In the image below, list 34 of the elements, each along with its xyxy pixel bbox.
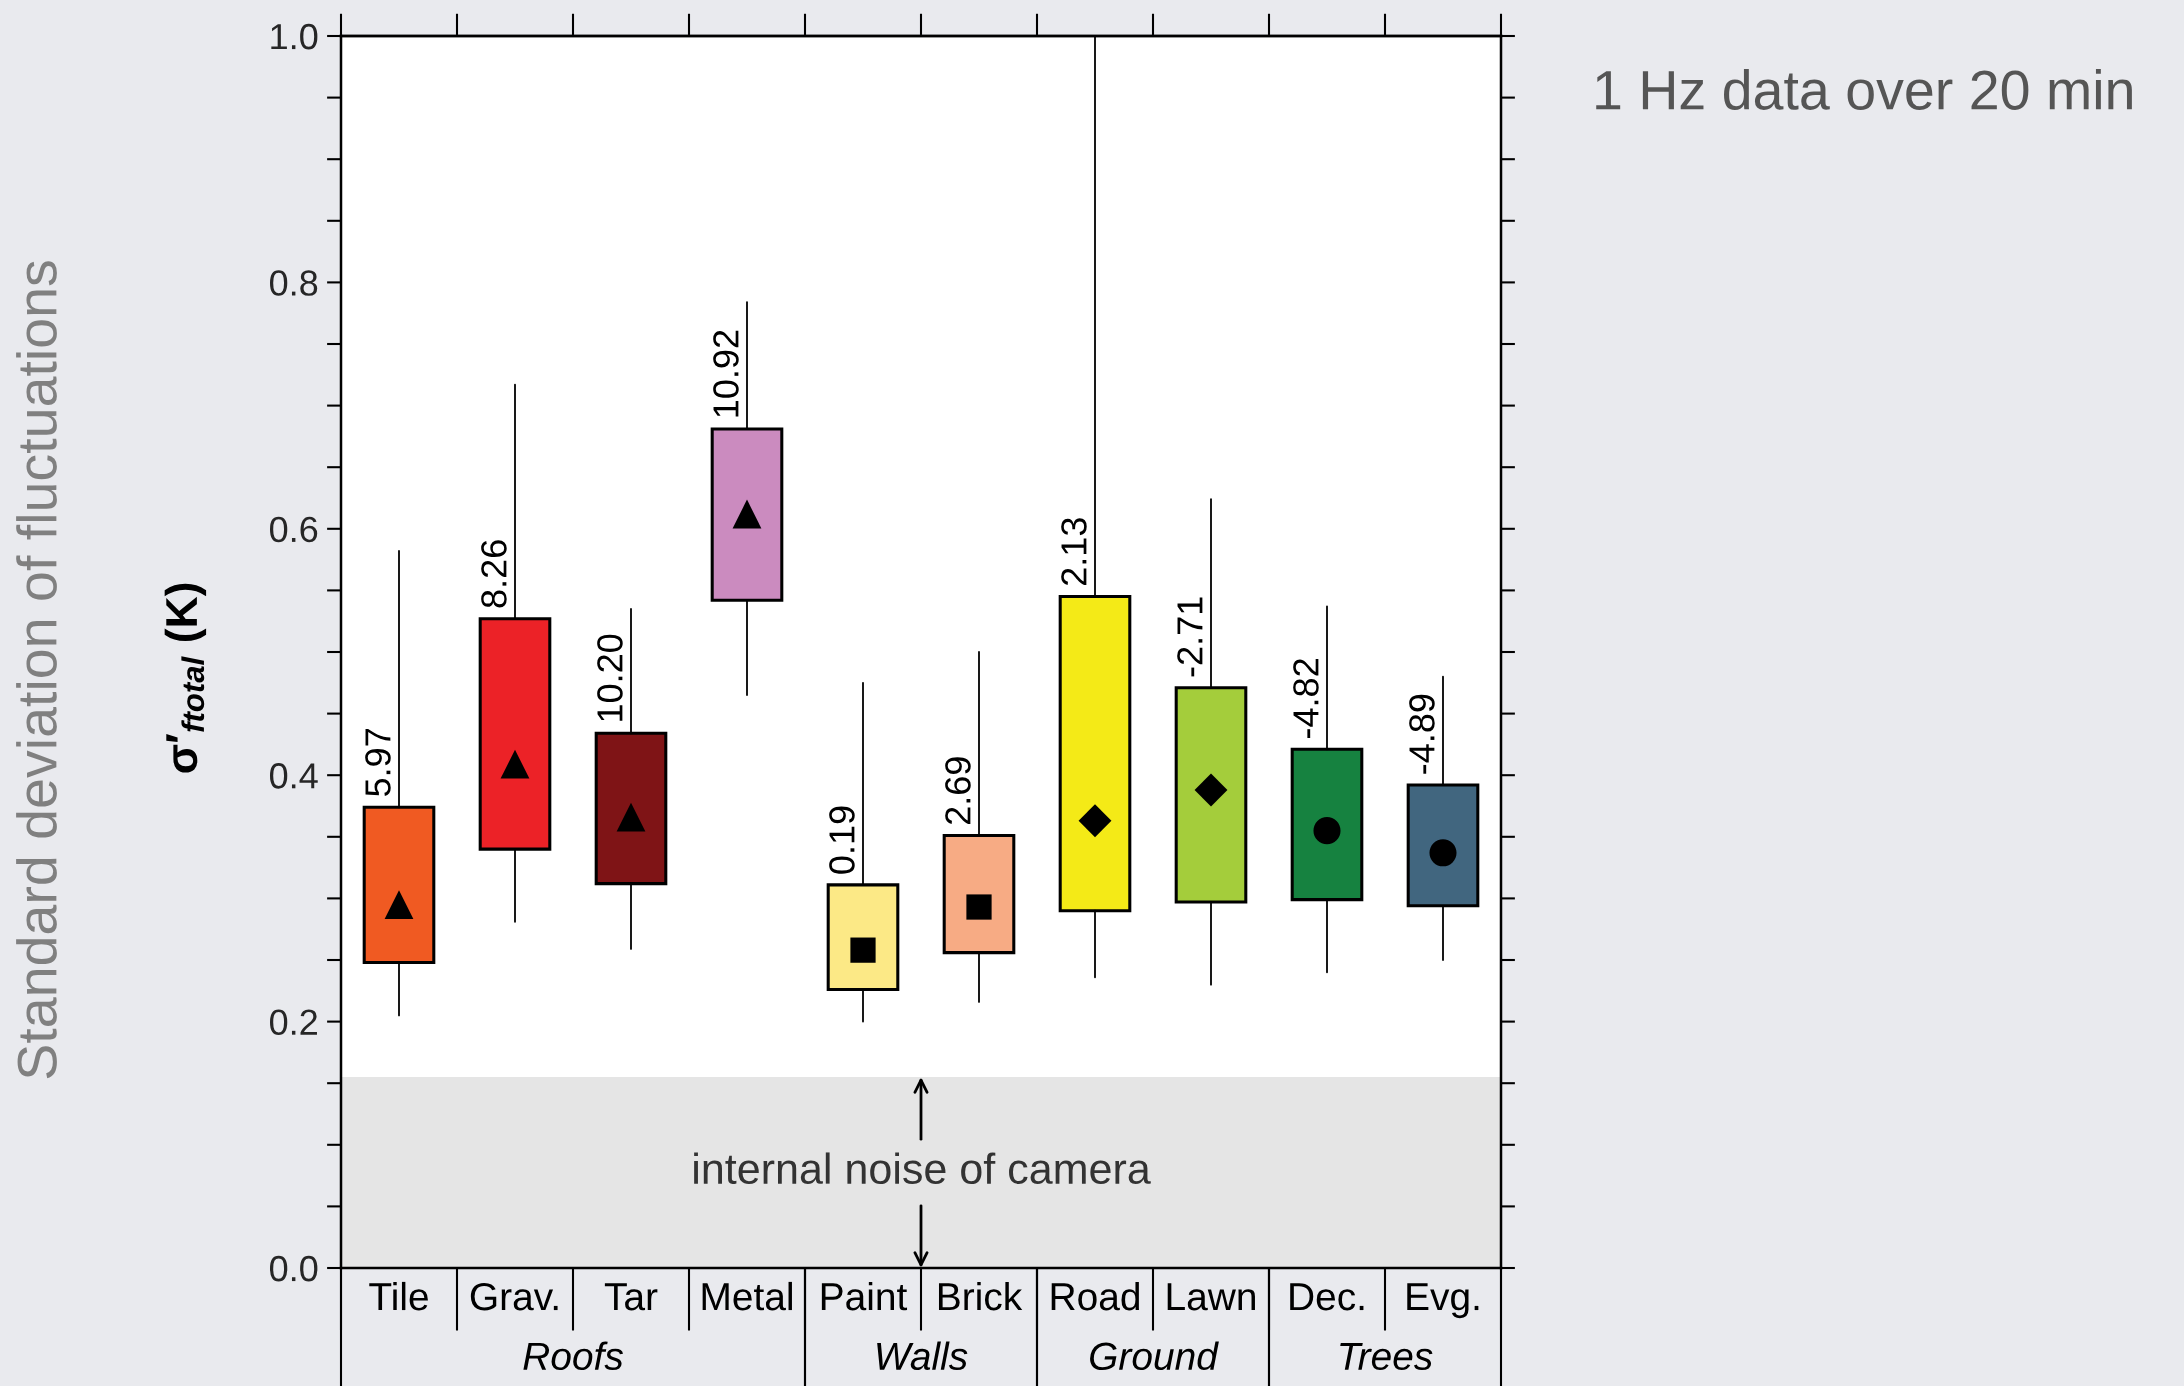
annotation: 10.20 [597, 634, 623, 721]
annotation: 0.19 [829, 806, 855, 874]
annotation: -2.71 [1177, 597, 1203, 677]
legend-label: Roofs [523, 1341, 623, 1371]
y-tick-label: 0.6 [269, 516, 318, 543]
x-tick-label: Lawn [1167, 1283, 1255, 1311]
legend-label: Ground [1090, 1341, 1219, 1371]
legend-label: Trees [1340, 1342, 1433, 1371]
annotation: 10.92 [713, 330, 739, 417]
text: 1 Hz data over 20 min [1596, 69, 2132, 110]
y-tick-label: 0.4 [269, 763, 318, 789]
x-tick-label: Brick [938, 1281, 1023, 1311]
y-tick-label: 0.8 [269, 270, 318, 296]
band-label: internal noise of camera [694, 1152, 1151, 1185]
legend-label: Walls [877, 1341, 968, 1371]
x-tick-label: Tile [369, 1281, 428, 1311]
x-tick-label: Tar [604, 1283, 658, 1311]
x-tick-label: Dec. [1290, 1283, 1364, 1311]
y-tick-label: 0.0 [269, 1255, 318, 1282]
annotation: 2.13 [1061, 518, 1087, 586]
annotation: 5.97 [365, 729, 391, 797]
y-tick-label: 1.0 [271, 23, 318, 50]
x-tick-label: Paint [821, 1281, 908, 1311]
x-tick-label: Grav. [470, 1282, 558, 1311]
x-tick-label: Evg. [1407, 1283, 1479, 1319]
y-axis-title: σ′$_{ftotal}$ (K) [164, 583, 207, 773]
x-tick-label: Road [1051, 1281, 1139, 1311]
text: Standard deviation of fluctuations [16, 261, 57, 1079]
annotation: 8.26 [481, 540, 507, 608]
x-tick-label: Metal [702, 1281, 792, 1311]
annotation: -4.82 [1293, 659, 1319, 738]
annotation: -4.89 [1409, 694, 1435, 774]
y-tick-label: 0.2 [269, 1009, 317, 1036]
annotation: 2.69 [945, 757, 971, 825]
